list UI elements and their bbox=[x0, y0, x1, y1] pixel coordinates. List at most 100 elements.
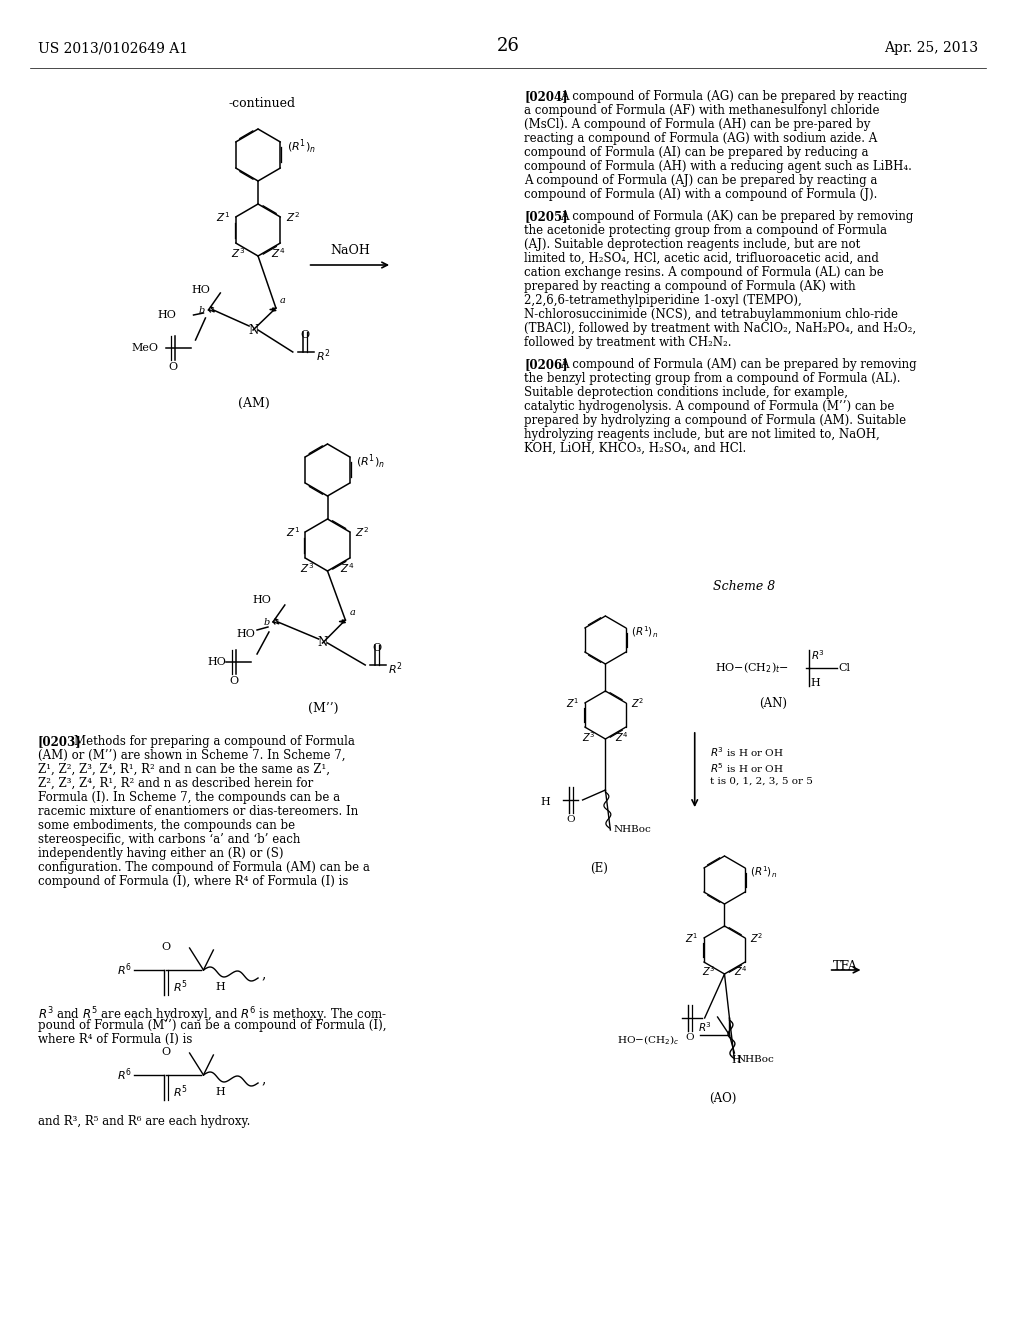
Text: O: O bbox=[161, 1047, 170, 1057]
Text: b: b bbox=[264, 618, 270, 627]
Text: $Z^3$: $Z^3$ bbox=[300, 561, 314, 576]
Text: N-chlorosuccinimide (NCS), and tetrabuylammonium chlo-ride: N-chlorosuccinimide (NCS), and tetrabuyl… bbox=[524, 308, 898, 321]
Text: $(R^1)_n$: $(R^1)_n$ bbox=[631, 626, 658, 640]
Text: Z¹, Z², Z³, Z⁴, R¹, R² and n can be the same as Z¹,: Z¹, Z², Z³, Z⁴, R¹, R² and n can be the … bbox=[38, 763, 330, 776]
Text: A compound of Formula (AG) can be prepared by reacting: A compound of Formula (AG) can be prepar… bbox=[560, 90, 907, 103]
Text: (M’’): (M’’) bbox=[307, 702, 338, 715]
Text: HO: HO bbox=[252, 595, 271, 605]
Text: $R^5$ is H or OH: $R^5$ is H or OH bbox=[710, 762, 783, 775]
Text: t is 0, 1, 2, 3, 5 or 5: t is 0, 1, 2, 3, 5 or 5 bbox=[710, 777, 812, 785]
Text: ,: , bbox=[261, 968, 265, 981]
Text: O: O bbox=[168, 362, 177, 372]
Text: followed by treatment with CH₂N₂.: followed by treatment with CH₂N₂. bbox=[524, 337, 731, 348]
Text: stereospecific, with carbons ‘a’ and ‘b’ each: stereospecific, with carbons ‘a’ and ‘b’… bbox=[38, 833, 300, 846]
Text: Methods for preparing a compound of Formula: Methods for preparing a compound of Form… bbox=[74, 735, 354, 748]
Text: a: a bbox=[349, 609, 355, 616]
Text: O: O bbox=[229, 676, 239, 686]
Text: -continued: -continued bbox=[228, 96, 295, 110]
Text: compound of Formula (AI) can be prepared by reducing a: compound of Formula (AI) can be prepared… bbox=[524, 147, 868, 158]
Text: some embodiments, the compounds can be: some embodiments, the compounds can be bbox=[38, 818, 295, 832]
Text: $Z^1$: $Z^1$ bbox=[566, 696, 580, 710]
Text: $R^3$: $R^3$ bbox=[811, 648, 825, 661]
Text: $Z^4$: $Z^4$ bbox=[615, 730, 629, 743]
Text: $(R^1)_n$: $(R^1)_n$ bbox=[287, 139, 315, 156]
Text: (AM) or (M’’) are shown in Scheme 7. In Scheme 7,: (AM) or (M’’) are shown in Scheme 7. In … bbox=[38, 748, 345, 762]
Text: A compound of Formula (AK) can be prepared by removing: A compound of Formula (AK) can be prepar… bbox=[560, 210, 913, 223]
Text: $R^5$: $R^5$ bbox=[173, 978, 187, 995]
Text: the benzyl protecting group from a compound of Formula (AL).: the benzyl protecting group from a compo… bbox=[524, 372, 900, 385]
Text: Formula (I). In Scheme 7, the compounds can be a: Formula (I). In Scheme 7, the compounds … bbox=[38, 791, 340, 804]
Text: $Z^2$: $Z^2$ bbox=[355, 525, 370, 539]
Text: $R^5$: $R^5$ bbox=[173, 1084, 187, 1100]
Text: $R^2$: $R^2$ bbox=[388, 661, 402, 677]
Text: Suitable deprotection conditions include, for example,: Suitable deprotection conditions include… bbox=[524, 385, 848, 399]
Text: $(R^1)_n$: $(R^1)_n$ bbox=[751, 865, 777, 880]
Text: N: N bbox=[317, 636, 328, 649]
Text: $Z^2$: $Z^2$ bbox=[751, 931, 764, 945]
Text: the acetonide protecting group from a compound of Formula: the acetonide protecting group from a co… bbox=[524, 224, 887, 238]
Text: (AO): (AO) bbox=[710, 1092, 737, 1105]
Text: TFA: TFA bbox=[834, 960, 858, 973]
Text: Z², Z³, Z⁴, R¹, R² and n as described herein for: Z², Z³, Z⁴, R¹, R² and n as described he… bbox=[38, 777, 313, 789]
Text: HO: HO bbox=[158, 310, 177, 319]
Text: $Z^2$: $Z^2$ bbox=[286, 210, 300, 224]
Text: ,: , bbox=[261, 1072, 265, 1086]
Text: $R^6$: $R^6$ bbox=[117, 1067, 132, 1084]
Text: O: O bbox=[566, 814, 574, 824]
Text: O: O bbox=[161, 942, 170, 952]
Text: $R^3$ is H or OH: $R^3$ is H or OH bbox=[710, 744, 783, 759]
Text: $Z^3$: $Z^3$ bbox=[583, 730, 596, 743]
Text: (TBACl), followed by treatment with NaClO₂, NaH₂PO₄, and H₂O₂,: (TBACl), followed by treatment with NaCl… bbox=[524, 322, 916, 335]
Text: racemic mixture of enantiomers or dias-tereomers. In: racemic mixture of enantiomers or dias-t… bbox=[38, 805, 358, 818]
Text: NaOH: NaOH bbox=[330, 244, 370, 257]
Text: HO: HO bbox=[237, 630, 255, 639]
Text: $Z^4$: $Z^4$ bbox=[734, 965, 748, 978]
Text: [0204]: [0204] bbox=[524, 90, 567, 103]
Text: O: O bbox=[300, 330, 309, 341]
Text: HO: HO bbox=[191, 285, 210, 294]
Text: limited to, H₂SO₄, HCl, acetic acid, trifluoroacetic acid, and: limited to, H₂SO₄, HCl, acetic acid, tri… bbox=[524, 252, 879, 265]
Text: NHBoc: NHBoc bbox=[736, 1056, 774, 1064]
Text: $Z^4$: $Z^4$ bbox=[271, 247, 286, 260]
Text: MeO: MeO bbox=[132, 343, 159, 352]
Text: a: a bbox=[280, 296, 286, 305]
Text: KOH, LiOH, KHCO₃, H₂SO₄, and HCl.: KOH, LiOH, KHCO₃, H₂SO₄, and HCl. bbox=[524, 442, 746, 455]
Text: (AJ). Suitable deprotection reagents include, but are not: (AJ). Suitable deprotection reagents inc… bbox=[524, 238, 860, 251]
Text: O: O bbox=[685, 1034, 694, 1041]
Text: H: H bbox=[540, 797, 550, 807]
Text: configuration. The compound of Formula (AM) can be a: configuration. The compound of Formula (… bbox=[38, 861, 370, 874]
Text: b: b bbox=[199, 306, 205, 315]
Text: compound of Formula (I), where R⁴ of Formula (I) is: compound of Formula (I), where R⁴ of For… bbox=[38, 875, 348, 888]
Text: $Z^4$: $Z^4$ bbox=[340, 561, 354, 576]
Text: cation exchange resins. A compound of Formula (AL) can be: cation exchange resins. A compound of Fo… bbox=[524, 267, 884, 279]
Text: [0206]: [0206] bbox=[524, 358, 567, 371]
Text: $Z^1$: $Z^1$ bbox=[216, 210, 230, 224]
Text: (AN): (AN) bbox=[759, 697, 787, 710]
Text: $R^2$: $R^2$ bbox=[315, 347, 331, 364]
Text: HO$-$(CH$_2$)$_t$$-$: HO$-$(CH$_2$)$_t$$-$ bbox=[715, 660, 788, 675]
Text: $Z^1$: $Z^1$ bbox=[286, 525, 300, 539]
Text: N: N bbox=[248, 323, 258, 337]
Text: O: O bbox=[373, 643, 382, 653]
Text: H: H bbox=[811, 678, 820, 688]
Text: prepared by reacting a compound of Formula (AK) with: prepared by reacting a compound of Formu… bbox=[524, 280, 856, 293]
Text: Cl: Cl bbox=[839, 663, 851, 673]
Text: 2,2,6,6-tetramethylpiperidine 1-oxyl (TEMPO),: 2,2,6,6-tetramethylpiperidine 1-oxyl (TE… bbox=[524, 294, 802, 308]
Text: catalytic hydrogenolysis. A compound of Formula (M’’) can be: catalytic hydrogenolysis. A compound of … bbox=[524, 400, 894, 413]
Text: Scheme 8: Scheme 8 bbox=[714, 579, 775, 593]
Text: A compound of Formula (AM) can be prepared by removing: A compound of Formula (AM) can be prepar… bbox=[560, 358, 916, 371]
Text: HO$-$(CH$_2$)$_c$: HO$-$(CH$_2$)$_c$ bbox=[617, 1034, 680, 1047]
Text: reacting a compound of Formula (AG) with sodium azide. A: reacting a compound of Formula (AG) with… bbox=[524, 132, 878, 145]
Text: pound of Formula (M’’) can be a compound of Formula (I),: pound of Formula (M’’) can be a compound… bbox=[38, 1019, 386, 1032]
Text: (AM): (AM) bbox=[239, 397, 270, 411]
Text: 26: 26 bbox=[497, 37, 519, 55]
Text: compound of Formula (AI) with a compound of Formula (J).: compound of Formula (AI) with a compound… bbox=[524, 187, 878, 201]
Text: a compound of Formula (AF) with methanesulfonyl chloride: a compound of Formula (AF) with methanes… bbox=[524, 104, 880, 117]
Text: hydrolyzing reagents include, but are not limited to, NaOH,: hydrolyzing reagents include, but are no… bbox=[524, 428, 880, 441]
Text: $Z^3$: $Z^3$ bbox=[701, 965, 715, 978]
Text: [0205]: [0205] bbox=[524, 210, 567, 223]
Text: HO: HO bbox=[208, 657, 226, 667]
Text: (MsCl). A compound of Formula (AH) can be pre-pared by: (MsCl). A compound of Formula (AH) can b… bbox=[524, 117, 870, 131]
Text: $Z^2$: $Z^2$ bbox=[631, 696, 644, 710]
Text: $Z^1$: $Z^1$ bbox=[685, 931, 698, 945]
